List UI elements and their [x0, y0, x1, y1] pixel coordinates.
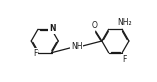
Text: F: F: [33, 49, 37, 58]
Text: F: F: [122, 55, 126, 64]
Text: NH: NH: [71, 42, 82, 51]
Text: N: N: [49, 24, 56, 33]
Text: O: O: [92, 21, 97, 30]
Text: NH₂: NH₂: [117, 18, 132, 27]
